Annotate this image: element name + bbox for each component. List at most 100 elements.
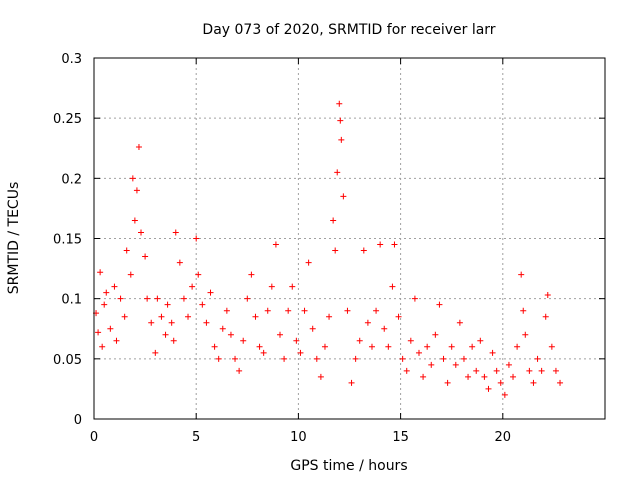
- data-point: [176, 259, 183, 266]
- data-point: [460, 355, 467, 362]
- data-point: [337, 117, 344, 124]
- data-point: [391, 241, 398, 248]
- data-point: [552, 367, 559, 374]
- data-point: [477, 337, 484, 344]
- data-point: [154, 295, 161, 302]
- y-tick-label: 0.1: [61, 293, 82, 308]
- data-point: [97, 269, 104, 276]
- data-point: [456, 319, 463, 326]
- x-tick-label: 10: [290, 430, 307, 445]
- data-point: [313, 355, 320, 362]
- data-point: [164, 301, 171, 308]
- y-axis-label: SRMTID / TECUs: [6, 182, 22, 295]
- data-point: [148, 319, 155, 326]
- x-tick-label: 15: [392, 430, 409, 445]
- data-point: [381, 325, 388, 332]
- data-point: [305, 259, 312, 266]
- data-point: [101, 301, 108, 308]
- data-point: [185, 313, 192, 320]
- data-point: [277, 331, 284, 338]
- data-point: [542, 313, 549, 320]
- data-point: [432, 331, 439, 338]
- data-point: [485, 385, 492, 392]
- data-point: [334, 169, 341, 176]
- data-point: [514, 343, 521, 350]
- data-point: [117, 295, 124, 302]
- data-point: [285, 307, 292, 314]
- data-points: [93, 100, 564, 398]
- data-point: [493, 367, 500, 374]
- data-point: [297, 349, 304, 356]
- data-point: [364, 319, 371, 326]
- data-point: [103, 289, 110, 296]
- data-point: [420, 373, 427, 380]
- data-point: [107, 325, 114, 332]
- data-point: [448, 343, 455, 350]
- data-point: [497, 379, 504, 386]
- data-point: [336, 100, 343, 107]
- data-point: [340, 193, 347, 200]
- data-point: [352, 355, 359, 362]
- data-point: [534, 355, 541, 362]
- data-point: [244, 295, 251, 302]
- data-point: [522, 331, 529, 338]
- data-point: [203, 319, 210, 326]
- data-point: [193, 235, 200, 242]
- data-point: [252, 313, 259, 320]
- data-point: [121, 313, 128, 320]
- data-point: [526, 367, 533, 374]
- data-point: [436, 301, 443, 308]
- data-point: [207, 289, 214, 296]
- axis-ticks: 0 0.05 0.1 0.15 0.2 0.25 0.3 0 5 10 15 20: [53, 52, 605, 445]
- data-point: [399, 355, 406, 362]
- data-point: [99, 343, 106, 350]
- data-point: [162, 331, 169, 338]
- data-point: [428, 361, 435, 368]
- data-point: [424, 343, 431, 350]
- y-tick-label: 0: [74, 413, 82, 428]
- data-point: [338, 136, 345, 143]
- data-point: [344, 307, 351, 314]
- data-point: [248, 271, 255, 278]
- x-tick-label: 20: [495, 430, 512, 445]
- data-point: [264, 307, 271, 314]
- data-point: [395, 313, 402, 320]
- data-point: [481, 373, 488, 380]
- data-point: [131, 217, 138, 224]
- data-point: [330, 217, 337, 224]
- data-point: [170, 337, 177, 344]
- y-tick-label: 0.3: [61, 52, 82, 67]
- y-tick-label: 0.2: [61, 172, 82, 187]
- chart-title: Day 073 of 2020, SRMTID for receiver lar…: [202, 22, 495, 38]
- data-point: [501, 391, 508, 398]
- data-point: [373, 307, 380, 314]
- data-point: [403, 367, 410, 374]
- data-point: [260, 349, 267, 356]
- y-tick-label: 0.15: [53, 233, 82, 248]
- data-point: [377, 241, 384, 248]
- data-point: [368, 343, 375, 350]
- data-point: [548, 343, 555, 350]
- data-point: [219, 325, 226, 332]
- data-point: [440, 355, 447, 362]
- data-point: [211, 343, 218, 350]
- y-tick-label: 0.05: [53, 353, 82, 368]
- data-point: [195, 271, 202, 278]
- x-axis-label: GPS time / hours: [290, 458, 407, 474]
- data-point: [530, 379, 537, 386]
- data-point: [158, 313, 165, 320]
- x-tick-label: 0: [90, 430, 98, 445]
- data-point: [127, 271, 134, 278]
- data-point: [138, 229, 145, 236]
- data-point: [544, 292, 551, 299]
- data-point: [168, 319, 175, 326]
- data-point: [240, 337, 247, 344]
- data-point: [172, 229, 179, 236]
- data-point: [360, 247, 367, 254]
- data-point: [111, 283, 118, 290]
- data-point: [520, 307, 527, 314]
- data-point: [356, 337, 363, 344]
- data-point: [317, 373, 324, 380]
- data-point: [223, 307, 230, 314]
- data-point: [113, 337, 120, 344]
